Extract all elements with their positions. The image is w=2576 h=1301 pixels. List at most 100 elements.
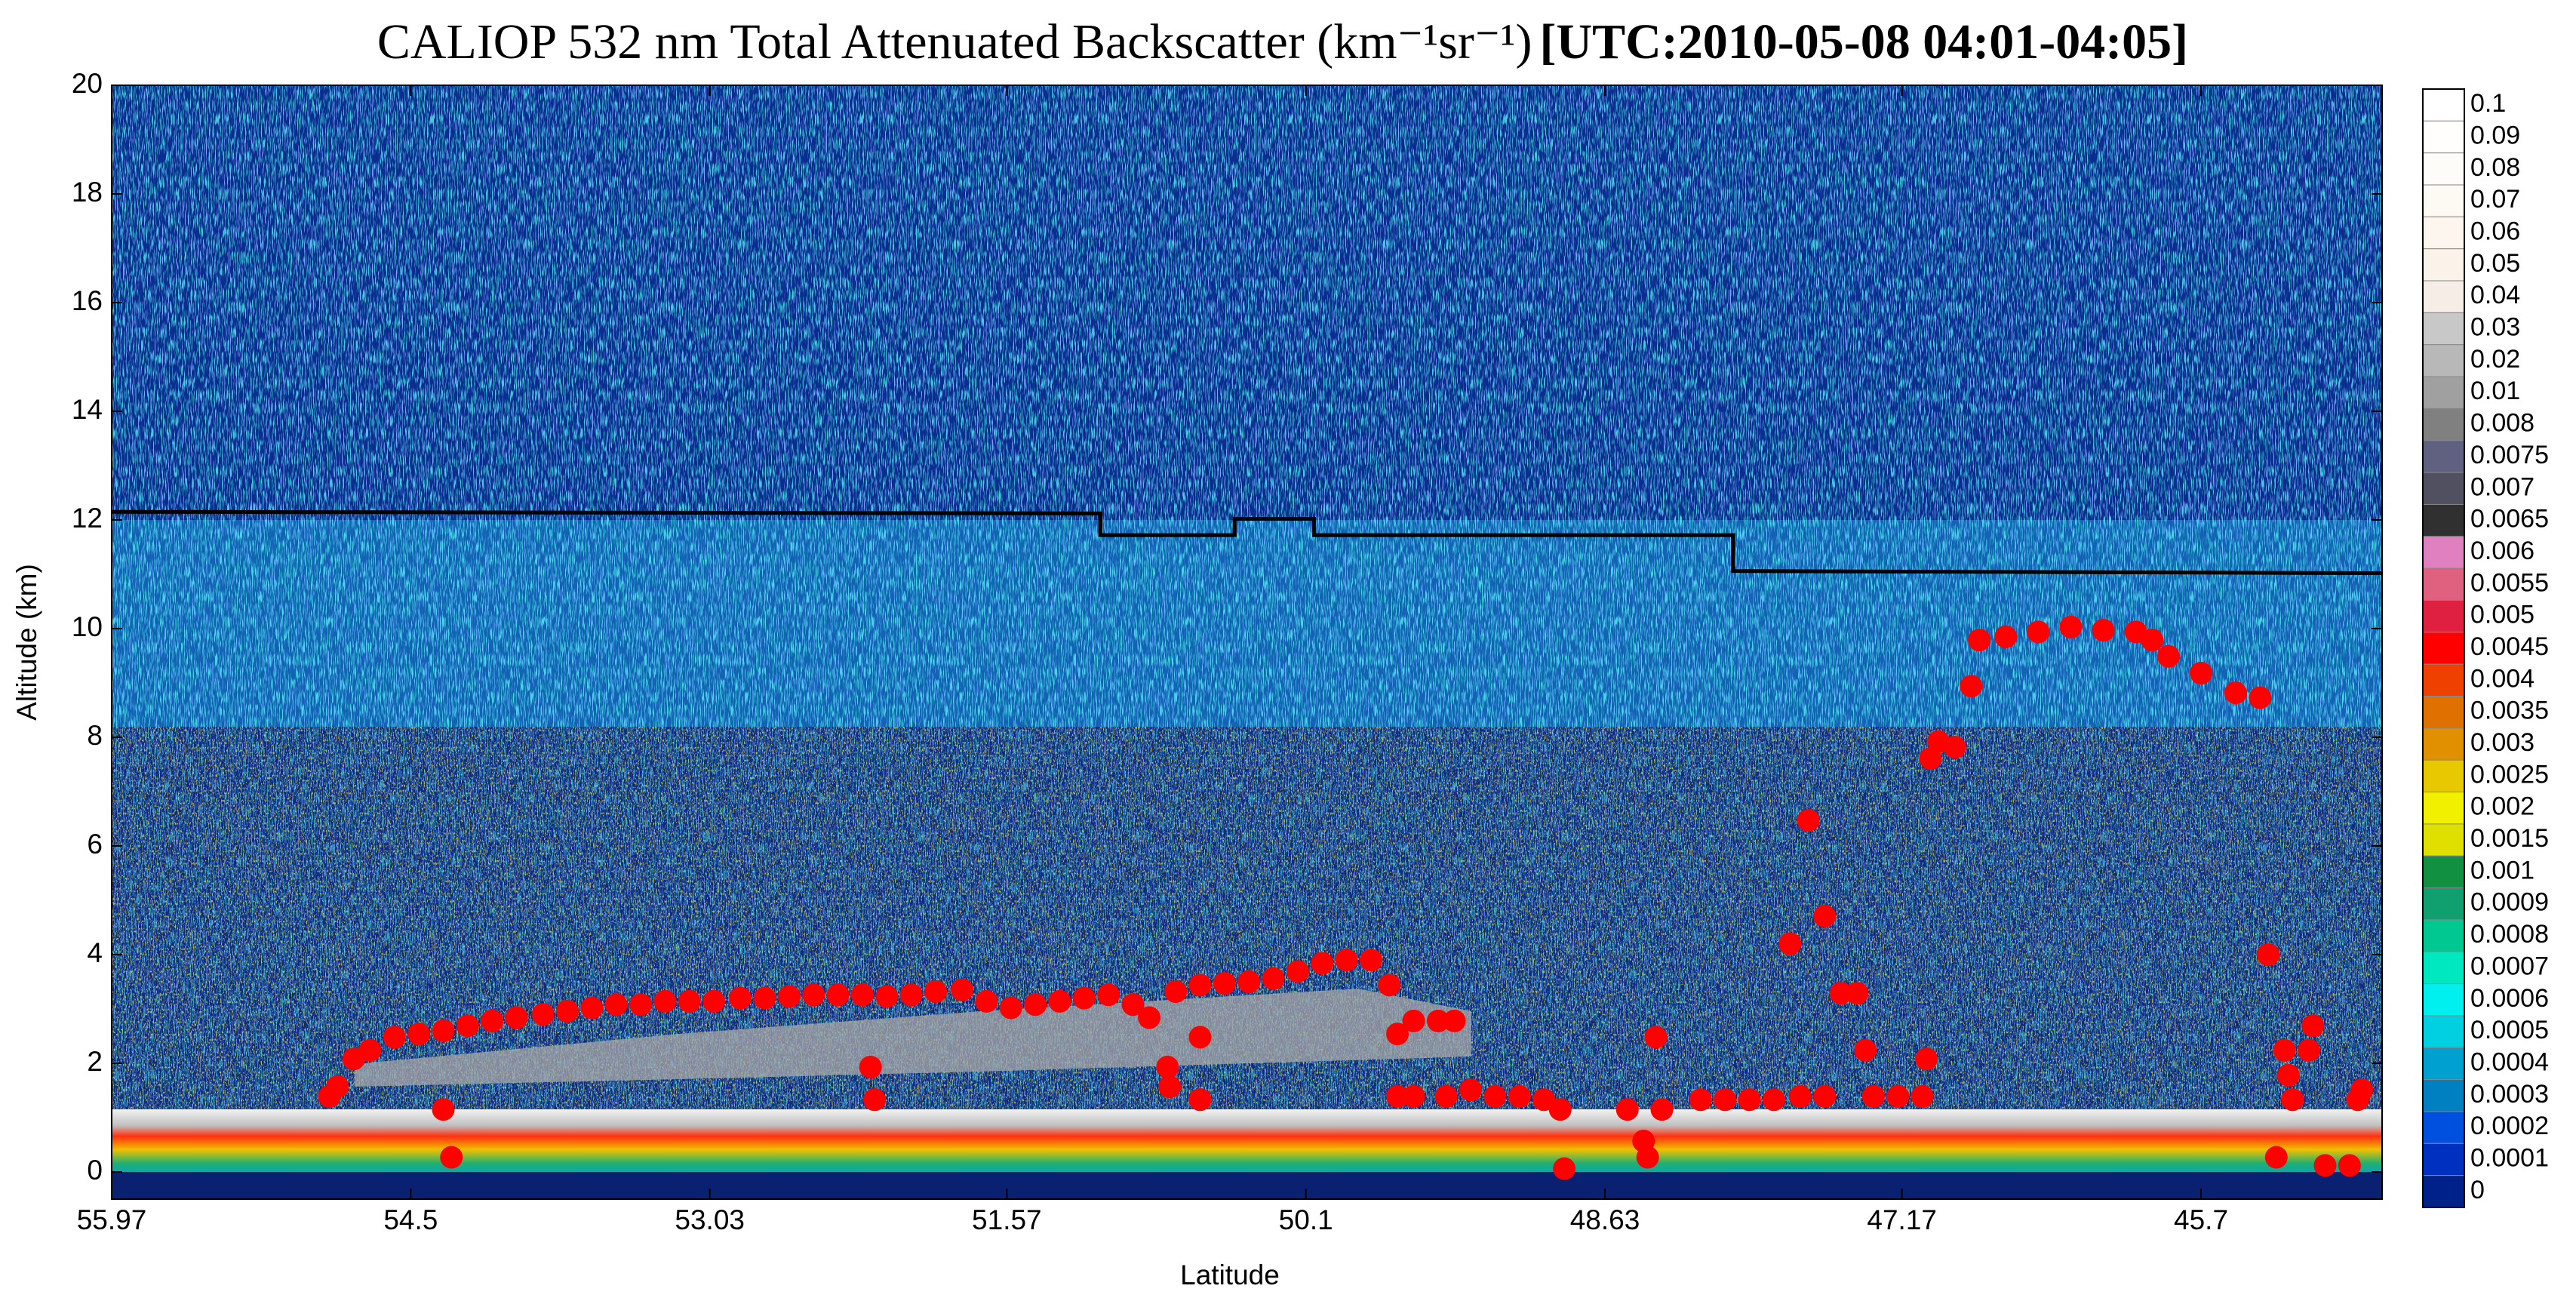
layer-point	[1188, 1026, 1212, 1049]
colorbar-label: 0.002	[2470, 792, 2535, 821]
y-tick-label: 4	[87, 937, 103, 968]
colorbar-cell	[2422, 344, 2465, 377]
layer-point	[1829, 982, 1852, 1005]
colorbar-cell	[2422, 503, 2465, 537]
layer-point	[580, 996, 604, 1020]
layer-point	[1311, 952, 1334, 975]
layer-point	[1286, 960, 1309, 983]
y-tick-label: 6	[87, 829, 103, 860]
colorbar-label: 0.0006	[2470, 984, 2549, 1013]
x-tick-label: 48.63	[1570, 1204, 1640, 1235]
layer-point	[2156, 644, 2180, 668]
colorbar-label: 0.005	[2470, 601, 2535, 629]
layer-point	[2092, 619, 2115, 642]
layer-point	[1813, 904, 1837, 927]
layer-point	[629, 993, 653, 1017]
colorbar-label: 0.007	[2470, 472, 2535, 501]
colorbar-label: 0.0055	[2470, 568, 2549, 597]
layer-point	[2059, 615, 2083, 638]
layer-point	[358, 1038, 382, 1062]
layer-point	[432, 1098, 455, 1121]
layer-point	[1738, 1088, 1761, 1112]
colorbar-cell	[2422, 919, 2465, 952]
layer-point	[1861, 1084, 1885, 1108]
layer-point	[753, 986, 776, 1010]
colorbar-cell	[2422, 152, 2465, 186]
layer-point	[2224, 681, 2247, 704]
colorbar-cell	[2422, 184, 2465, 217]
colorbar-label: 0.04	[2470, 281, 2520, 309]
colorbar-cell	[2422, 855, 2465, 889]
layer-point	[1886, 1084, 1910, 1108]
layer-point	[1846, 982, 1869, 1005]
time-label: [UTC:2010-05-08 04:01-04:05]	[1539, 14, 2188, 69]
layer-point	[1434, 1084, 1458, 1108]
layer-point	[802, 983, 825, 1007]
colorbar-label: 0.003	[2470, 728, 2535, 757]
colorbar-label: 0.09	[2470, 121, 2520, 149]
layer-point	[604, 993, 628, 1017]
colorbar-cell	[2422, 120, 2465, 154]
x-tick-label: 53.03	[675, 1204, 745, 1235]
layer-point	[1156, 1056, 1179, 1079]
layer-point	[1915, 1047, 1938, 1071]
layer-point	[1213, 972, 1236, 995]
layer-point	[1443, 1009, 1466, 1032]
chart-title: CALIOP 532 nm Total Attenuated Backscatt…	[377, 14, 2188, 69]
x-tick-label: 51.57	[972, 1204, 1042, 1235]
plot-frame	[111, 85, 2383, 1200]
layer-point	[1048, 989, 1071, 1013]
layer-point	[481, 1009, 504, 1032]
colorbar-label: 0.0001	[2470, 1143, 2549, 1172]
layer-point	[1553, 1157, 1576, 1180]
layer-point	[850, 983, 874, 1007]
colorbar-label: 0.0007	[2470, 952, 2549, 980]
colorbar-label: 0.0002	[2470, 1112, 2549, 1140]
colorbar-label: 0.03	[2470, 313, 2520, 342]
y-tick-label: 12	[72, 503, 103, 534]
colorbar-label: 0.0035	[2470, 697, 2549, 725]
colorbar-cell	[2422, 1175, 2465, 1208]
colorbar-label: 0	[2470, 1176, 2485, 1204]
layer-point	[407, 1023, 431, 1046]
colorbar-cell	[2422, 599, 2465, 633]
layer-point	[1237, 970, 1261, 993]
y-tick-label: 0	[87, 1155, 103, 1186]
layer-point	[440, 1146, 463, 1169]
colorbar-cell	[2422, 696, 2465, 729]
layer-point	[1508, 1084, 1531, 1108]
layer-point	[899, 983, 923, 1007]
layer-point	[1097, 983, 1120, 1007]
colorbar-cell	[2422, 632, 2465, 665]
colorbar-cell	[2422, 663, 2465, 697]
layer-point	[1072, 986, 1096, 1010]
layer-point	[2276, 1063, 2300, 1087]
layer-point	[1262, 967, 1285, 990]
colorbar-cell	[2422, 567, 2465, 601]
x-tick-label: 55.97	[77, 1204, 147, 1235]
layer-point	[863, 1088, 887, 1112]
layer-point	[1483, 1084, 1507, 1108]
colorbar-cell	[2422, 951, 2465, 985]
layer-point	[2027, 620, 2050, 644]
x-tick-label: 47.17	[1867, 1204, 1937, 1235]
colorbar-label: 0.004	[2470, 664, 2535, 693]
y-tick-label: 18	[72, 177, 103, 208]
colorbar-label: 0.0009	[2470, 888, 2549, 917]
aerosol-layer	[355, 989, 1471, 1087]
colorbar-cell	[2422, 792, 2465, 825]
layer-point	[729, 986, 752, 1010]
layer-point	[1943, 735, 1966, 758]
layer-point	[1402, 1084, 1425, 1108]
layer-point	[1121, 993, 1145, 1017]
colorbar-label: 0.008	[2470, 409, 2535, 438]
layer-point	[859, 1056, 882, 1079]
colorbar-label: 0.06	[2470, 217, 2520, 246]
colorbar-label: 0.08	[2470, 153, 2520, 182]
colorbar-cell	[2422, 408, 2465, 441]
layer-point	[1532, 1088, 1556, 1112]
y-tick-label: 20	[72, 68, 103, 99]
layer-point	[1797, 809, 1820, 832]
layer-point	[505, 1006, 528, 1029]
